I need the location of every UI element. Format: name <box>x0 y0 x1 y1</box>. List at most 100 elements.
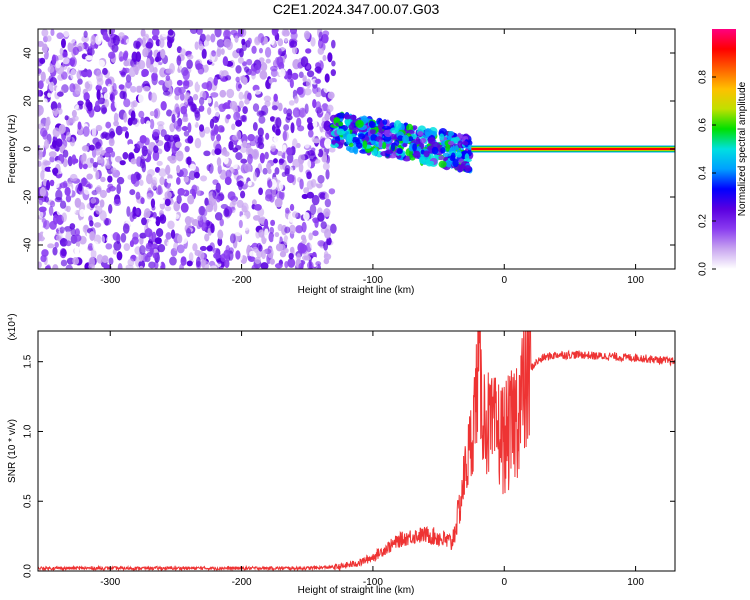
spectrogram-cell <box>327 52 333 63</box>
spectrogram-cell <box>239 47 244 58</box>
spectrogram-cell <box>301 193 309 200</box>
spectrogram-cell <box>178 86 186 94</box>
spectrogram-cell <box>264 151 269 160</box>
spectrogram-cell <box>111 44 119 53</box>
spectrogram-cell <box>83 224 89 231</box>
spectrogram-cell <box>38 206 47 213</box>
spectrogram-cell <box>94 34 102 45</box>
spectrogram-cell <box>235 152 243 161</box>
spectrogram-cell <box>79 103 84 110</box>
spectrogram-cell <box>206 245 213 252</box>
spectrogram-cell <box>130 110 136 121</box>
spectrogram-cell <box>134 256 140 267</box>
spectrogram-cell <box>188 170 196 181</box>
colorbar-tick-label: 0.6 <box>698 118 709 132</box>
spectrogram-cell <box>74 245 80 256</box>
spectrogram-cell <box>51 140 57 149</box>
spectrogram-cell <box>370 140 377 146</box>
spectrogram-cell <box>47 65 55 74</box>
spectrogram-cell <box>67 41 74 53</box>
spectrogram-cell <box>203 150 211 157</box>
figure-title: C2E1.2024.347.00.07.G03 <box>273 1 440 17</box>
spectrogram-cell <box>211 50 216 57</box>
spectrogram-cell <box>320 227 329 234</box>
spectrogram-cell <box>41 29 49 37</box>
spectrogram-cell <box>307 122 314 131</box>
spectrogram-cell <box>319 192 327 200</box>
spectrogram-cell <box>191 202 198 214</box>
spectrogram-cell <box>96 254 104 264</box>
spectrogram-cell <box>232 209 240 218</box>
spectrogram-cell <box>241 38 246 46</box>
spectrogram-cell <box>246 171 254 179</box>
spectrogram-cell <box>247 92 252 101</box>
spectrogram-cell <box>267 168 272 175</box>
spectrogram-cell <box>428 160 435 166</box>
spectrogram-cell <box>216 48 222 58</box>
spectrogram-cell <box>219 89 227 98</box>
spectrogram-cell <box>164 191 172 200</box>
spectrogram-cell <box>439 133 445 141</box>
spectrogram-cell <box>74 197 82 208</box>
spectrogram-cell <box>97 155 104 164</box>
spectrogram-cell <box>44 139 50 150</box>
spectrogram-cell <box>438 155 444 161</box>
spectrogram-cell <box>298 262 304 269</box>
spectrogram-cell <box>146 192 153 200</box>
spectrogram-cell <box>121 126 128 132</box>
spectrogram-cell <box>164 78 173 89</box>
spectrogram-cell <box>325 169 330 180</box>
spectrogram-cell <box>140 197 145 205</box>
spectrogram-cell <box>324 73 330 83</box>
spectrogram-cell <box>108 137 115 147</box>
spectrogram-cell <box>234 35 239 43</box>
spectrogram-cell <box>77 65 85 71</box>
spectrogram-cell <box>93 222 102 228</box>
spectrogram-cell <box>464 153 470 162</box>
spectrogram-cell <box>145 120 151 128</box>
spectrogram-cell <box>141 145 148 157</box>
spectrogram-cell <box>230 29 238 36</box>
spectrogram-cell <box>167 29 174 36</box>
spectrogram-cell <box>61 212 67 223</box>
spectrogram-cell <box>60 248 67 257</box>
spectrogram-cell <box>169 256 177 266</box>
spectrogram-cell <box>275 128 281 136</box>
spectrogram-cell <box>78 182 83 192</box>
spectrogram-cell <box>167 220 175 230</box>
spectrogram-cell <box>138 93 145 104</box>
spectrogram-cell <box>38 105 44 116</box>
spectrogram-cell <box>298 86 306 98</box>
spectrogram-cell <box>47 243 55 249</box>
spectrogram-cell <box>160 48 166 59</box>
spectrogram-cell <box>411 125 418 131</box>
spectrogram-cell <box>206 80 213 91</box>
spectrogram-cell <box>114 155 122 163</box>
spectrogram-cell <box>194 249 201 257</box>
spectrogram-cell <box>225 169 232 179</box>
spectrogram-cell <box>192 243 198 252</box>
spectrogram-cell <box>242 140 248 148</box>
spectrogram-cell <box>317 47 325 55</box>
spectrogram-cell <box>315 78 321 84</box>
spectrogram-cell <box>108 185 117 192</box>
spectrogram-cell <box>99 189 107 199</box>
spectrogram-cell <box>101 107 108 114</box>
spectrogram-cell <box>343 114 352 120</box>
spectrogram-cell <box>186 59 193 69</box>
spectrogram-cell <box>423 150 430 158</box>
spectrogram-cell <box>273 158 278 164</box>
spectrogram-cell <box>130 158 137 165</box>
spectrogram-cell <box>38 180 42 188</box>
spectrogram-cell <box>158 198 165 204</box>
spectrogram-cell <box>104 98 110 108</box>
spectrogram-cell <box>221 64 229 71</box>
spectrogram-cell <box>38 232 42 242</box>
spectrogram-cell <box>124 131 129 139</box>
spectrogram-cell <box>104 217 109 226</box>
spectrogram-cell <box>95 170 100 180</box>
spectrogram-cell <box>283 247 289 254</box>
spectrogram-cell <box>228 140 234 151</box>
spectrogram-cell <box>264 100 271 107</box>
spectrogram-cell <box>215 182 221 193</box>
